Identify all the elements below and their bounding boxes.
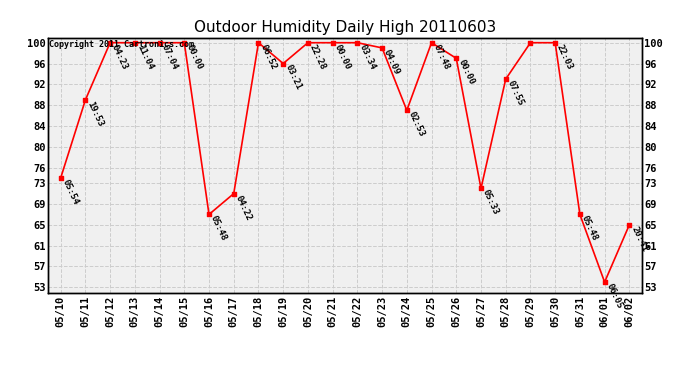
Point <box>402 107 413 113</box>
Text: 05:33: 05:33 <box>481 188 500 217</box>
Text: 06:05: 06:05 <box>604 282 624 310</box>
Point <box>525 40 536 46</box>
Point <box>80 97 91 103</box>
Point <box>154 40 165 46</box>
Text: 05:48: 05:48 <box>580 214 600 243</box>
Text: 05:48: 05:48 <box>209 214 228 243</box>
Point <box>475 185 486 191</box>
Text: 06:52: 06:52 <box>259 43 278 71</box>
Text: 07:55: 07:55 <box>506 79 525 107</box>
Text: 04:09: 04:09 <box>382 48 402 76</box>
Point <box>179 40 190 46</box>
Point <box>451 56 462 62</box>
Point <box>277 60 288 66</box>
Text: 22:28: 22:28 <box>308 43 328 71</box>
Point <box>352 40 363 46</box>
Point <box>228 190 239 196</box>
Text: 03:34: 03:34 <box>357 43 377 71</box>
Point <box>302 40 313 46</box>
Text: 22:03: 22:03 <box>555 43 575 71</box>
Text: 05:54: 05:54 <box>61 178 80 206</box>
Text: 04:23: 04:23 <box>110 43 130 71</box>
Text: 07:04: 07:04 <box>159 43 179 71</box>
Point <box>426 40 437 46</box>
Text: 04:22: 04:22 <box>234 194 253 222</box>
Point <box>204 211 215 217</box>
Point <box>129 40 140 46</box>
Point <box>105 40 116 46</box>
Text: 20:41: 20:41 <box>629 225 649 253</box>
Point <box>377 45 388 51</box>
Title: Outdoor Humidity Daily High 20110603: Outdoor Humidity Daily High 20110603 <box>194 20 496 35</box>
Point <box>55 175 66 181</box>
Text: Copyright 2011 Cartronics.com: Copyright 2011 Cartronics.com <box>50 40 195 49</box>
Point <box>624 222 635 228</box>
Text: 19:53: 19:53 <box>86 100 105 128</box>
Text: 00:00: 00:00 <box>456 58 476 87</box>
Text: 11:04: 11:04 <box>135 43 155 71</box>
Text: 02:53: 02:53 <box>407 110 426 138</box>
Point <box>599 279 610 285</box>
Point <box>574 211 585 217</box>
Point <box>500 76 511 82</box>
Point <box>253 40 264 46</box>
Text: 07:48: 07:48 <box>431 43 451 71</box>
Point <box>550 40 561 46</box>
Text: 00:00: 00:00 <box>184 43 204 71</box>
Point <box>327 40 338 46</box>
Text: 03:21: 03:21 <box>283 63 303 92</box>
Text: 00:00: 00:00 <box>333 43 352 71</box>
